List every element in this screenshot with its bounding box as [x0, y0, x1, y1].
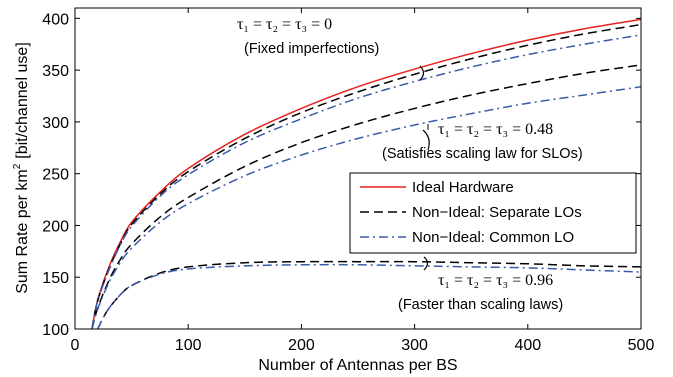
y-tick-label: 150: [42, 270, 69, 287]
legend-label-ideal: Ideal Hardware: [412, 179, 514, 196]
annotation-bracket-fixed: [419, 65, 425, 81]
x-tick-label: 100: [175, 337, 202, 354]
series-line-1: [91, 18, 641, 329]
y-axis-label-main: Sum Rate per km: [14, 169, 31, 293]
y-tick-label: 350: [42, 63, 69, 80]
x-axis-label: Number of Antennas per BS: [258, 357, 457, 374]
series-line-7: [96, 263, 641, 329]
annotation-math-fixed: τ₁ = τ₂ = τ₃ = 0: [237, 16, 332, 33]
y-tick-label: 250: [42, 167, 69, 184]
y-tick-label: 200: [42, 218, 69, 235]
y-axis-label-sup: 2: [12, 163, 23, 169]
plot-frame: [74, 7, 642, 330]
series-line-5: [91, 85, 641, 329]
legend: Ideal Hardware Non−Ideal: Separate LOs N…: [349, 172, 637, 254]
y-axis-label: Sum Rate per km2 [bit/channel use]: [12, 42, 31, 294]
series-line-3: [91, 34, 641, 329]
x-tick-label: 0: [71, 337, 80, 354]
legend-label-common: Non−Ideal: Common LO: [412, 229, 574, 246]
y-tick-label: 400: [42, 11, 69, 28]
x-tick-label: 500: [628, 337, 655, 354]
annotation-text-faster: (Faster than scaling laws): [398, 297, 563, 313]
series-line-6: [96, 260, 641, 329]
x-tick-label: 200: [288, 337, 315, 354]
series-line-4: [91, 64, 641, 329]
legend-label-separate: Non−Ideal: Separate LOs: [412, 204, 582, 221]
annotation-bracket-faster: [423, 256, 429, 271]
y-tick-label: 300: [42, 115, 69, 132]
series-layer: [91, 18, 641, 329]
annotation-math-faster: τ₁ = τ₂ = τ₃ = 0.96: [438, 272, 553, 289]
x-tick-label: 300: [401, 337, 428, 354]
annotation-text-scaling: (Satisfies scaling law for SLOs): [382, 146, 583, 162]
y-axis-label-unit: [bit/channel use]: [14, 42, 31, 159]
y-tick-label: 100: [42, 322, 69, 339]
annotation-math-scaling: τ₁ = τ₂ = τ₃ = 0.48: [438, 121, 553, 138]
annotation-bracket-scaling: [422, 129, 430, 151]
x-tick-label: 400: [514, 337, 541, 354]
annotation-text-fixed: (Fixed imperfections): [244, 41, 379, 57]
